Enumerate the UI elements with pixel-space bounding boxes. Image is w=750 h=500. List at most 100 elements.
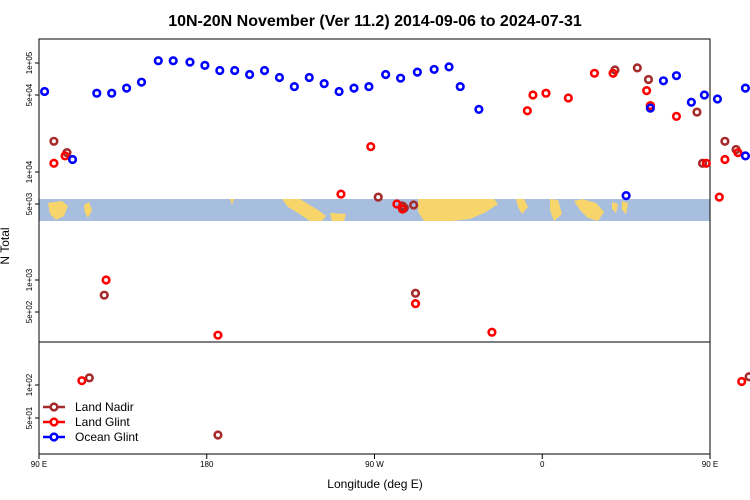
land-glint-point <box>410 298 421 309</box>
land-nadir-point <box>410 288 421 298</box>
land-nadir-point <box>692 107 702 117</box>
legend-label-land-glint: Land Glint <box>75 415 130 429</box>
land-glint-point <box>671 111 682 121</box>
y-tick-label: 1e+05 <box>25 51 34 74</box>
x-tick-label: 90 E <box>702 460 718 469</box>
land-glint-point <box>49 158 59 168</box>
land-glint-point <box>589 68 600 78</box>
x-tick-label: 90 E <box>31 460 47 469</box>
land-nadir-point <box>409 200 419 210</box>
y-tick-label: 1e+04 <box>25 160 34 183</box>
land-nadir-point <box>697 158 708 168</box>
land-glint-point <box>392 199 402 209</box>
land-glint-point <box>701 158 711 168</box>
y-tick-label: 5e+01 <box>25 406 34 429</box>
ocean-glint-point <box>412 67 422 77</box>
ocean-glint-point <box>349 83 359 93</box>
land-glint-point <box>213 330 223 340</box>
x-tick-label: 0 <box>540 460 545 469</box>
land-nadir-point <box>373 192 383 202</box>
y-tick-label: 5e+03 <box>25 192 34 215</box>
legend-marker-land-nadir <box>49 402 59 412</box>
land-nadir-point <box>744 372 750 382</box>
ocean-glint-point <box>474 104 484 115</box>
ocean-glint-point <box>122 83 132 93</box>
land-nadir-point <box>643 74 654 85</box>
x-tick-label: 90 W <box>365 460 384 469</box>
ocean-glint-point <box>621 190 631 201</box>
land-glint-point <box>522 106 532 116</box>
ocean-glint-point <box>658 76 669 86</box>
ocean-glint-point <box>699 90 710 100</box>
ocean-glint-point <box>259 65 270 76</box>
ocean-glint-point <box>153 56 163 66</box>
plot-area: 90 E 180 90 W 0 90 E 1e+05 5e+04 1e+04 5e+03 1e+… <box>25 38 750 469</box>
land-glint-point <box>608 68 618 78</box>
legend-marker-ocean-glint <box>49 432 59 442</box>
x-axis: 90 E 180 90 W 0 90 E <box>31 454 718 469</box>
land-glint-point <box>336 189 346 199</box>
world-map-strip <box>39 199 710 221</box>
ocean-glint-point <box>444 62 454 72</box>
chart-title: 10N-20N November (Ver 11.2) 2014-09-06 t… <box>168 13 582 30</box>
land-glint-point <box>60 151 70 161</box>
ocean-glint-point <box>455 81 465 92</box>
land-glint-point <box>487 327 497 337</box>
ocean-glint-point <box>168 56 178 66</box>
ocean-glint-point <box>274 72 285 83</box>
ocean-glint-point <box>645 103 655 113</box>
ocean-glint-point <box>381 69 391 80</box>
ocean-glint-point <box>304 72 314 83</box>
ocean-glint-point <box>215 65 225 76</box>
ocean-glint-point <box>39 86 50 97</box>
y-axis: 1e+05 5e+04 1e+04 5e+03 1e+03 5e+02 1e+02 5e+01 <box>25 51 39 429</box>
y-tick-label: 1e+02 <box>25 373 34 396</box>
land-glint-point <box>563 93 573 103</box>
data-points <box>39 56 750 440</box>
land-nadir-point <box>84 373 94 383</box>
ocean-glint-point <box>671 71 682 81</box>
ocean-glint-point <box>429 64 439 75</box>
land-nadir-point <box>632 63 642 73</box>
legend-label-land-nadir: Land Nadir <box>75 400 134 414</box>
legend-label-ocean-glint: Ocean Glint <box>75 430 139 444</box>
land-nadir-point <box>213 430 223 440</box>
y-tick-label: 5e+04 <box>25 83 34 106</box>
ocean-glint-point <box>334 86 344 97</box>
land-nadir-point <box>99 290 109 300</box>
ocean-glint-point <box>185 57 195 67</box>
land-glint-point <box>101 275 111 285</box>
land-glint-point <box>397 204 408 214</box>
ocean-glint-point <box>364 81 374 92</box>
ocean-glint-point <box>92 88 102 98</box>
ocean-glint-point <box>740 151 750 161</box>
land-glint-point <box>737 376 747 387</box>
land-glint-point <box>366 142 376 152</box>
ocean-glint-point <box>686 97 696 107</box>
ocean-glint-point <box>740 83 750 93</box>
ocean-glint-point <box>230 65 240 76</box>
y-axis-label: N Total <box>0 227 12 264</box>
land-glint-point <box>528 90 538 100</box>
x-tick-label: 180 <box>200 460 214 469</box>
plot-frame <box>38 38 711 455</box>
ocean-glint-point <box>200 60 210 70</box>
land-glint-point <box>714 192 724 202</box>
ocean-glint-point <box>395 73 406 83</box>
land-nadir-point <box>720 136 730 146</box>
land-nadir-point <box>49 136 59 146</box>
legend-marker-land-glint <box>49 417 59 427</box>
ocean-glint-point <box>712 94 723 104</box>
ocean-glint-point <box>289 81 299 92</box>
ocean-glint-point <box>107 88 117 98</box>
land-glint-point <box>720 154 730 165</box>
land-glint-point <box>541 88 551 98</box>
ocean-glint-point <box>245 69 255 80</box>
land-glint-point <box>733 148 743 158</box>
land-glint-point <box>642 85 652 96</box>
ocean-glint-point <box>319 79 329 89</box>
y-tick-label: 1e+03 <box>25 268 34 291</box>
ocean-glint-point <box>67 154 78 165</box>
